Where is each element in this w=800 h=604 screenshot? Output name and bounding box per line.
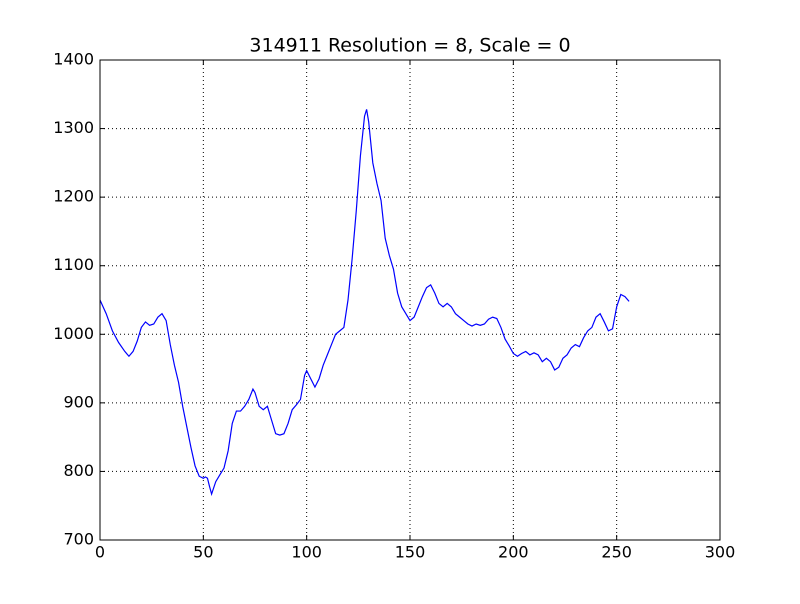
x-tick-label: 100: [291, 543, 322, 562]
data-line: [99, 109, 630, 497]
y-tick-label: 1000: [53, 324, 94, 343]
x-tick-label: 50: [193, 543, 213, 562]
y-tick-label: 1300: [53, 118, 94, 137]
y-tick-label: 900: [63, 392, 94, 411]
y-tick-label: 700: [63, 530, 94, 549]
y-tick-label: 1400: [53, 50, 94, 69]
x-tick-label: 150: [395, 543, 426, 562]
x-tick-label: 250: [601, 543, 632, 562]
y-tick-label: 1200: [53, 187, 94, 206]
y-tick-label: 800: [63, 461, 94, 480]
x-tick-label: 0: [95, 543, 105, 562]
y-tick-label: 1100: [53, 255, 94, 274]
plot-frame: [99, 59, 721, 541]
chart-title: 314911 Resolution = 8, Scale = 0: [249, 35, 570, 57]
x-tick-label: 200: [498, 543, 529, 562]
x-tick-label: 300: [705, 543, 736, 562]
